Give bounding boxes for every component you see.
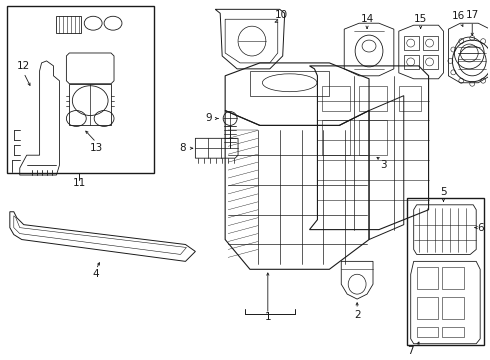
Bar [322,86,350,111]
Bar [359,121,387,155]
Bar [442,327,465,337]
Text: 13: 13 [90,143,103,153]
Text: 6: 6 [477,222,484,233]
Text: 10: 10 [275,10,288,20]
Text: 7: 7 [407,346,414,356]
Bar [416,327,439,337]
Bar [399,86,420,111]
Bar [416,267,439,289]
Bar [359,86,387,111]
Bar [404,55,418,69]
Text: 1: 1 [265,312,271,322]
Bar [422,55,438,69]
Text: 3: 3 [381,160,387,170]
Bar [407,198,484,345]
Text: 17: 17 [466,10,479,20]
Text: 14: 14 [361,14,374,24]
Text: 8: 8 [179,143,186,153]
Text: 15: 15 [414,14,427,24]
Bar [422,36,438,50]
Bar [416,297,439,319]
Bar [442,297,465,319]
Text: 12: 12 [17,61,30,71]
Bar [7,6,154,173]
Text: 16: 16 [452,11,465,21]
Text: 9: 9 [205,113,212,123]
Text: 2: 2 [354,310,361,320]
Bar [404,36,418,50]
Bar [442,267,465,289]
Text: 11: 11 [73,178,86,188]
Text: 4: 4 [93,269,99,279]
Text: 5: 5 [440,187,447,197]
Bar [322,121,350,155]
